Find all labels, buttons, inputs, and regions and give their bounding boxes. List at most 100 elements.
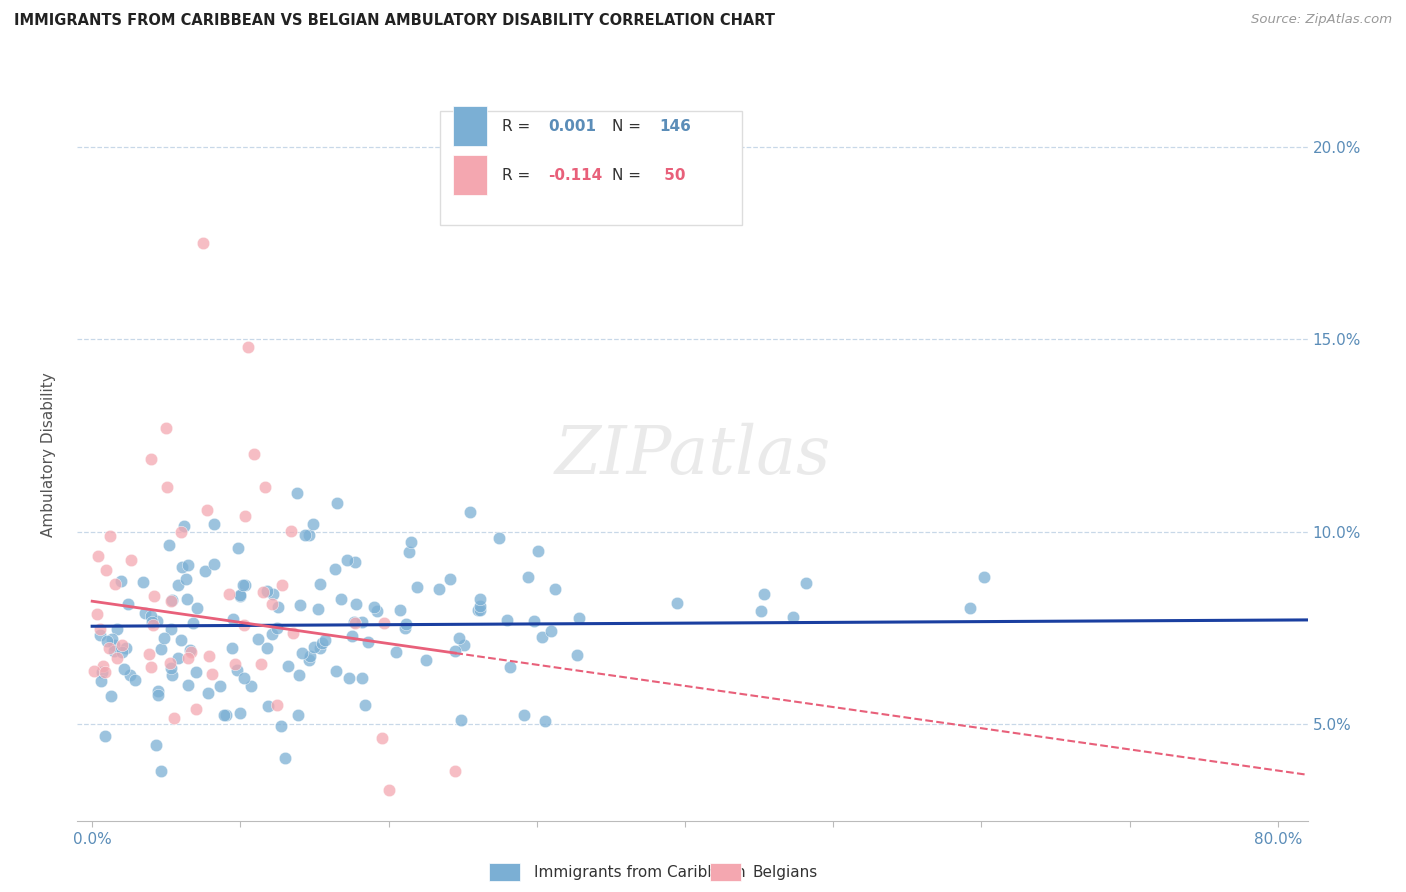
FancyBboxPatch shape — [453, 106, 486, 146]
Point — [314, 632, 336, 647]
Point — [115, 641, 138, 656]
Point — [394, 621, 416, 635]
Point — [110, 574, 132, 589]
Point — [170, 559, 193, 574]
Point — [86, 549, 108, 564]
Point — [262, 587, 284, 601]
Point — [399, 535, 422, 549]
Point — [470, 603, 492, 617]
Point — [665, 596, 688, 610]
Text: Source: ZipAtlas.com: Source: ZipAtlas.com — [1251, 13, 1392, 27]
Point — [149, 764, 172, 779]
Point — [83, 664, 105, 678]
Point — [124, 673, 146, 688]
Point — [141, 451, 163, 466]
Point — [517, 570, 540, 584]
Point — [371, 731, 394, 746]
Point — [214, 707, 236, 722]
Point — [302, 516, 325, 531]
Point — [159, 656, 181, 670]
Point — [160, 667, 183, 681]
Point — [141, 615, 163, 629]
Point — [309, 641, 332, 656]
Point — [271, 577, 294, 591]
Point — [105, 622, 128, 636]
Point — [363, 600, 385, 615]
Point — [233, 671, 256, 685]
Text: R =: R = — [502, 168, 534, 183]
Point — [534, 714, 557, 728]
Point — [298, 649, 321, 664]
Point — [288, 668, 311, 682]
Point — [170, 633, 193, 648]
Point — [160, 660, 183, 674]
Point — [132, 574, 155, 589]
Point — [262, 626, 284, 640]
Point — [256, 641, 278, 656]
Point — [274, 751, 297, 765]
Point — [145, 738, 167, 752]
Point — [98, 640, 121, 655]
Point — [236, 340, 259, 354]
Point — [226, 541, 249, 555]
Point — [117, 597, 139, 611]
Point — [91, 665, 114, 679]
Point — [350, 671, 373, 685]
Point — [447, 631, 470, 645]
FancyBboxPatch shape — [440, 112, 742, 225]
Point — [309, 576, 332, 591]
Point — [468, 599, 491, 613]
Point — [86, 607, 108, 621]
Point — [252, 584, 274, 599]
Point — [247, 632, 270, 647]
Point — [443, 643, 465, 657]
Point — [388, 602, 411, 616]
Point — [240, 679, 263, 693]
Point — [181, 616, 204, 631]
Point — [450, 713, 472, 727]
Point — [184, 702, 207, 716]
Text: N =: N = — [613, 119, 647, 134]
Point — [177, 558, 200, 572]
Text: IMMIGRANTS FROM CARIBBEAN VS BELGIAN AMBULATORY DISABILITY CORRELATION CHART: IMMIGRANTS FROM CARIBBEAN VS BELGIAN AMB… — [14, 13, 775, 29]
Point — [343, 615, 366, 629]
Point — [357, 635, 380, 649]
Point — [254, 480, 277, 494]
Point — [394, 616, 416, 631]
Point — [343, 555, 366, 569]
Point — [311, 636, 333, 650]
Point — [202, 557, 225, 571]
Point — [352, 615, 374, 630]
Point — [307, 602, 329, 616]
Point — [377, 782, 399, 797]
Point — [565, 648, 588, 662]
Text: N =: N = — [613, 168, 647, 183]
Point — [197, 649, 219, 664]
Text: Immigrants from Caribbean: Immigrants from Caribbean — [534, 865, 747, 880]
Point — [232, 577, 254, 591]
Point — [488, 531, 510, 545]
Point — [170, 524, 193, 539]
Point — [228, 706, 250, 721]
Point — [366, 604, 388, 618]
Point — [141, 609, 163, 624]
Point — [458, 505, 481, 519]
Point — [283, 626, 305, 640]
Text: 50: 50 — [659, 168, 686, 183]
Point — [499, 659, 522, 673]
Point — [134, 607, 156, 621]
Point — [415, 653, 437, 667]
Point — [103, 638, 125, 652]
Point — [527, 544, 550, 558]
Point — [201, 666, 224, 681]
Point — [142, 617, 165, 632]
Point — [323, 562, 346, 576]
Point — [233, 508, 256, 523]
Point — [794, 576, 817, 591]
Text: R =: R = — [502, 119, 534, 134]
Point — [180, 645, 202, 659]
Point — [142, 589, 165, 603]
Point — [146, 614, 169, 628]
Point — [266, 698, 288, 713]
Point — [150, 641, 173, 656]
